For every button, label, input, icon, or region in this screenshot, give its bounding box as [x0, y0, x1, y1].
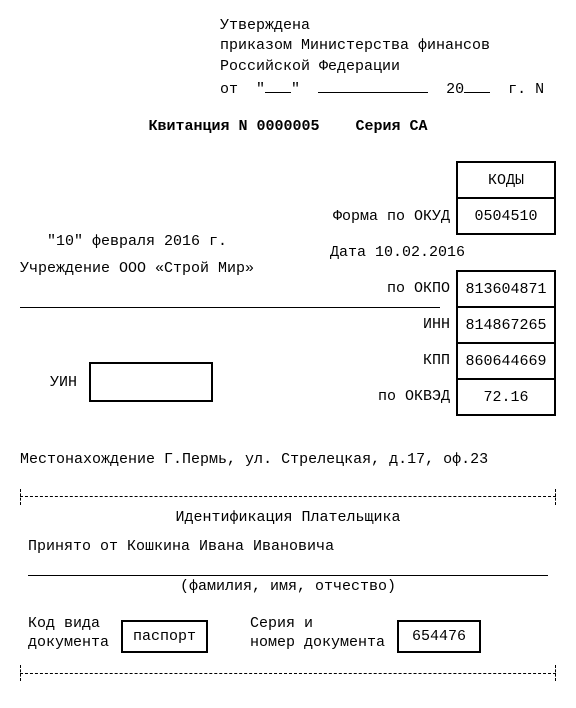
location-label: Местонахождение [20, 451, 155, 468]
approval-block: Утверждена приказом Министерства финансо… [220, 16, 556, 100]
approval-ot: от [220, 81, 238, 98]
title-series-word: Серия [356, 118, 401, 135]
left-column: "10" февраля 2016 г. Учреждение ООО «Стр… [20, 161, 320, 402]
location-line: Местонахождение Г.Пермь, ул. Стрелецкая,… [20, 451, 556, 468]
approval-year-blank [464, 77, 490, 93]
date-value-cell [456, 234, 556, 272]
date-text: "10" февраля 2016 г. [20, 233, 320, 250]
uin-box [89, 362, 213, 402]
okved-value: 72.16 [456, 378, 556, 416]
payer-block: Идентификация Плательщика Принято от Кош… [20, 496, 556, 674]
uin-label: УИН [50, 374, 77, 391]
date-label: Дата 10.02.2016 [330, 235, 450, 271]
doc-num-label: Серия и номер документа [250, 615, 385, 653]
kpp-label: КПП [330, 343, 450, 379]
approval-month-blank [318, 77, 428, 93]
doc-row: Код вида документа паспорт Серия и номер… [28, 615, 548, 653]
kpp-value: 860644669 [456, 342, 556, 380]
approval-line3: Российской Федерации [220, 57, 556, 77]
inn-label: ИНН [330, 307, 450, 343]
approval-dateline: от "" 20 г. N [220, 77, 556, 100]
doc-title: Квитанция N 0000005 Серия CA [20, 118, 556, 135]
approval-line1: Утверждена [220, 16, 556, 36]
doc-kind-label2: документа [28, 634, 109, 651]
form-area: КОДЫ 0504510 813604871 814867265 8606446… [20, 161, 556, 431]
accepted-value: Кошкина Ивана Ивановича [127, 538, 334, 555]
approval-day-blank [265, 77, 291, 93]
doc-num-label1: Серия и [250, 615, 313, 632]
accepted-line: Принято от Кошкина Ивана Ивановича [28, 538, 548, 555]
title-series: CA [410, 118, 428, 135]
okud-label: Форма по ОКУД [330, 199, 450, 235]
approval-year-suffix: г. N [508, 81, 544, 98]
payer-title: Идентификация Плательщика [28, 509, 548, 526]
fio-caption: (фамилия, имя, отчество) [28, 578, 548, 595]
okpo-value: 813604871 [456, 270, 556, 308]
accepted-label: Принято от [28, 538, 118, 555]
location-value: Г.Пермь, ул. Стрелецкая, д.17, оф.23 [164, 451, 488, 468]
org-underline [20, 287, 440, 308]
codes-header-cell: КОДЫ [456, 161, 556, 199]
okved-label: по ОКВЭД [330, 379, 450, 415]
approval-line2: приказом Министерства финансов [220, 36, 556, 56]
fio-underline [28, 557, 548, 576]
org-label: Учреждение [20, 260, 110, 277]
inn-value: 814867265 [456, 306, 556, 344]
doc-kind-value: паспорт [121, 620, 208, 653]
org-line: Учреждение ООО «Строй Мир» [20, 260, 320, 277]
title-receipt-word: Квитанция N [148, 118, 247, 135]
codes-column: КОДЫ 0504510 813604871 814867265 8606446… [456, 161, 556, 416]
doc-kind-label1: Код вида [28, 615, 100, 632]
date-text-value: "10" февраля 2016 г. [47, 233, 227, 250]
doc-num-label2: номер документа [250, 634, 385, 651]
title-number: 0000005 [256, 118, 319, 135]
org-value: ООО «Строй Мир» [119, 260, 254, 277]
doc-num-value: 654476 [397, 620, 481, 653]
doc-kind-label: Код вида документа [28, 615, 109, 653]
okud-value: 0504510 [456, 197, 556, 235]
approval-year-prefix: 20 [446, 81, 464, 98]
